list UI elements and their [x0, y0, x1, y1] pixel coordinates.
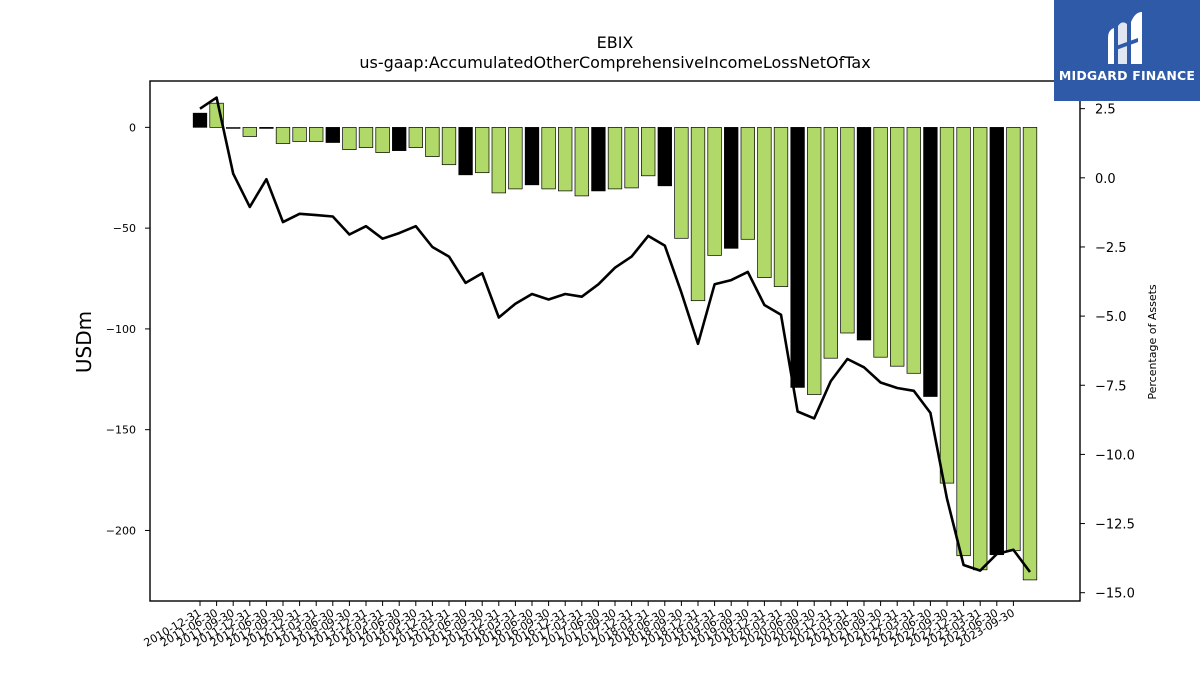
bar — [475, 127, 490, 174]
bar — [541, 127, 556, 190]
bar — [956, 127, 971, 557]
axes-layer: 0 −50 −100 −150 −200 2.5 0.0 −2.5 −5.0 −7.5 −10.0 −… — [106, 103, 1135, 650]
bar — [458, 127, 473, 176]
bar — [624, 127, 639, 189]
bar — [358, 127, 374, 148]
bar — [674, 127, 689, 239]
bar — [325, 127, 340, 143]
bar — [441, 127, 457, 166]
bar — [1006, 127, 1021, 552]
bar — [574, 127, 589, 197]
bar — [524, 127, 540, 186]
bars-layer — [192, 102, 1038, 581]
y-axis-label: USDm — [72, 311, 96, 373]
bar — [408, 127, 423, 148]
line-layer — [199, 96, 1032, 573]
bar — [757, 127, 772, 278]
logo-text: MIDGARD FINANCE — [1058, 68, 1196, 83]
y2-tick-label: −10.0 — [1095, 448, 1135, 463]
bar — [906, 127, 921, 374]
y-tick-label: −200 — [106, 524, 136, 537]
bar — [773, 127, 789, 287]
bar — [724, 127, 739, 249]
midgard-logo-icon — [1108, 12, 1142, 64]
plot-frame — [149, 80, 1081, 602]
bar — [591, 127, 606, 192]
bar — [807, 127, 822, 395]
bar — [558, 127, 573, 192]
y2-tick-label: 0.0 — [1095, 172, 1116, 187]
bar — [259, 127, 274, 129]
bar — [491, 127, 506, 194]
y2-tick-label: −5.0 — [1095, 310, 1127, 325]
bar — [657, 127, 672, 187]
bar — [823, 127, 838, 359]
y-tick-label: −50 — [113, 222, 136, 235]
bar — [923, 127, 938, 397]
bar — [989, 127, 1004, 556]
bar — [425, 127, 440, 157]
y2-tick-label: −7.5 — [1095, 379, 1127, 394]
bar — [508, 127, 523, 190]
bar — [242, 127, 257, 137]
bar — [740, 127, 755, 240]
y-tick-label: −100 — [106, 323, 136, 336]
bar — [292, 127, 307, 142]
bar — [192, 112, 208, 128]
chart-title: EBIX — [597, 33, 634, 52]
y2-tick-label: −12.5 — [1095, 518, 1135, 533]
bar — [873, 127, 888, 358]
bar — [690, 127, 706, 302]
pct-of-assets-line — [199, 96, 1032, 573]
bar — [856, 127, 872, 341]
bar — [607, 127, 623, 190]
y2-axis-label: Percentage of Assets — [1146, 284, 1159, 400]
y-tick-label: 0 — [129, 121, 136, 134]
bar — [309, 127, 324, 142]
midgard-finance-logo: MIDGARD FINANCE — [1054, 0, 1200, 101]
bar — [840, 127, 855, 334]
bar — [707, 127, 722, 256]
bar — [342, 127, 357, 150]
bar — [392, 127, 407, 151]
bar — [275, 127, 291, 144]
bar — [226, 127, 241, 129]
y-tick-label: −150 — [106, 424, 136, 437]
bar — [1022, 127, 1038, 581]
y2-tick-label: −15.0 — [1095, 587, 1135, 602]
y2-tick-label: 2.5 — [1095, 103, 1116, 118]
bar — [973, 127, 988, 571]
bar — [790, 127, 805, 388]
y2-tick-label: −2.5 — [1095, 241, 1127, 256]
chart-subtitle: us-gaap:AccumulatedOtherComprehensiveInc… — [359, 53, 870, 72]
bar — [890, 127, 905, 367]
bar — [939, 127, 955, 484]
bar — [375, 127, 390, 153]
bar — [641, 127, 656, 177]
